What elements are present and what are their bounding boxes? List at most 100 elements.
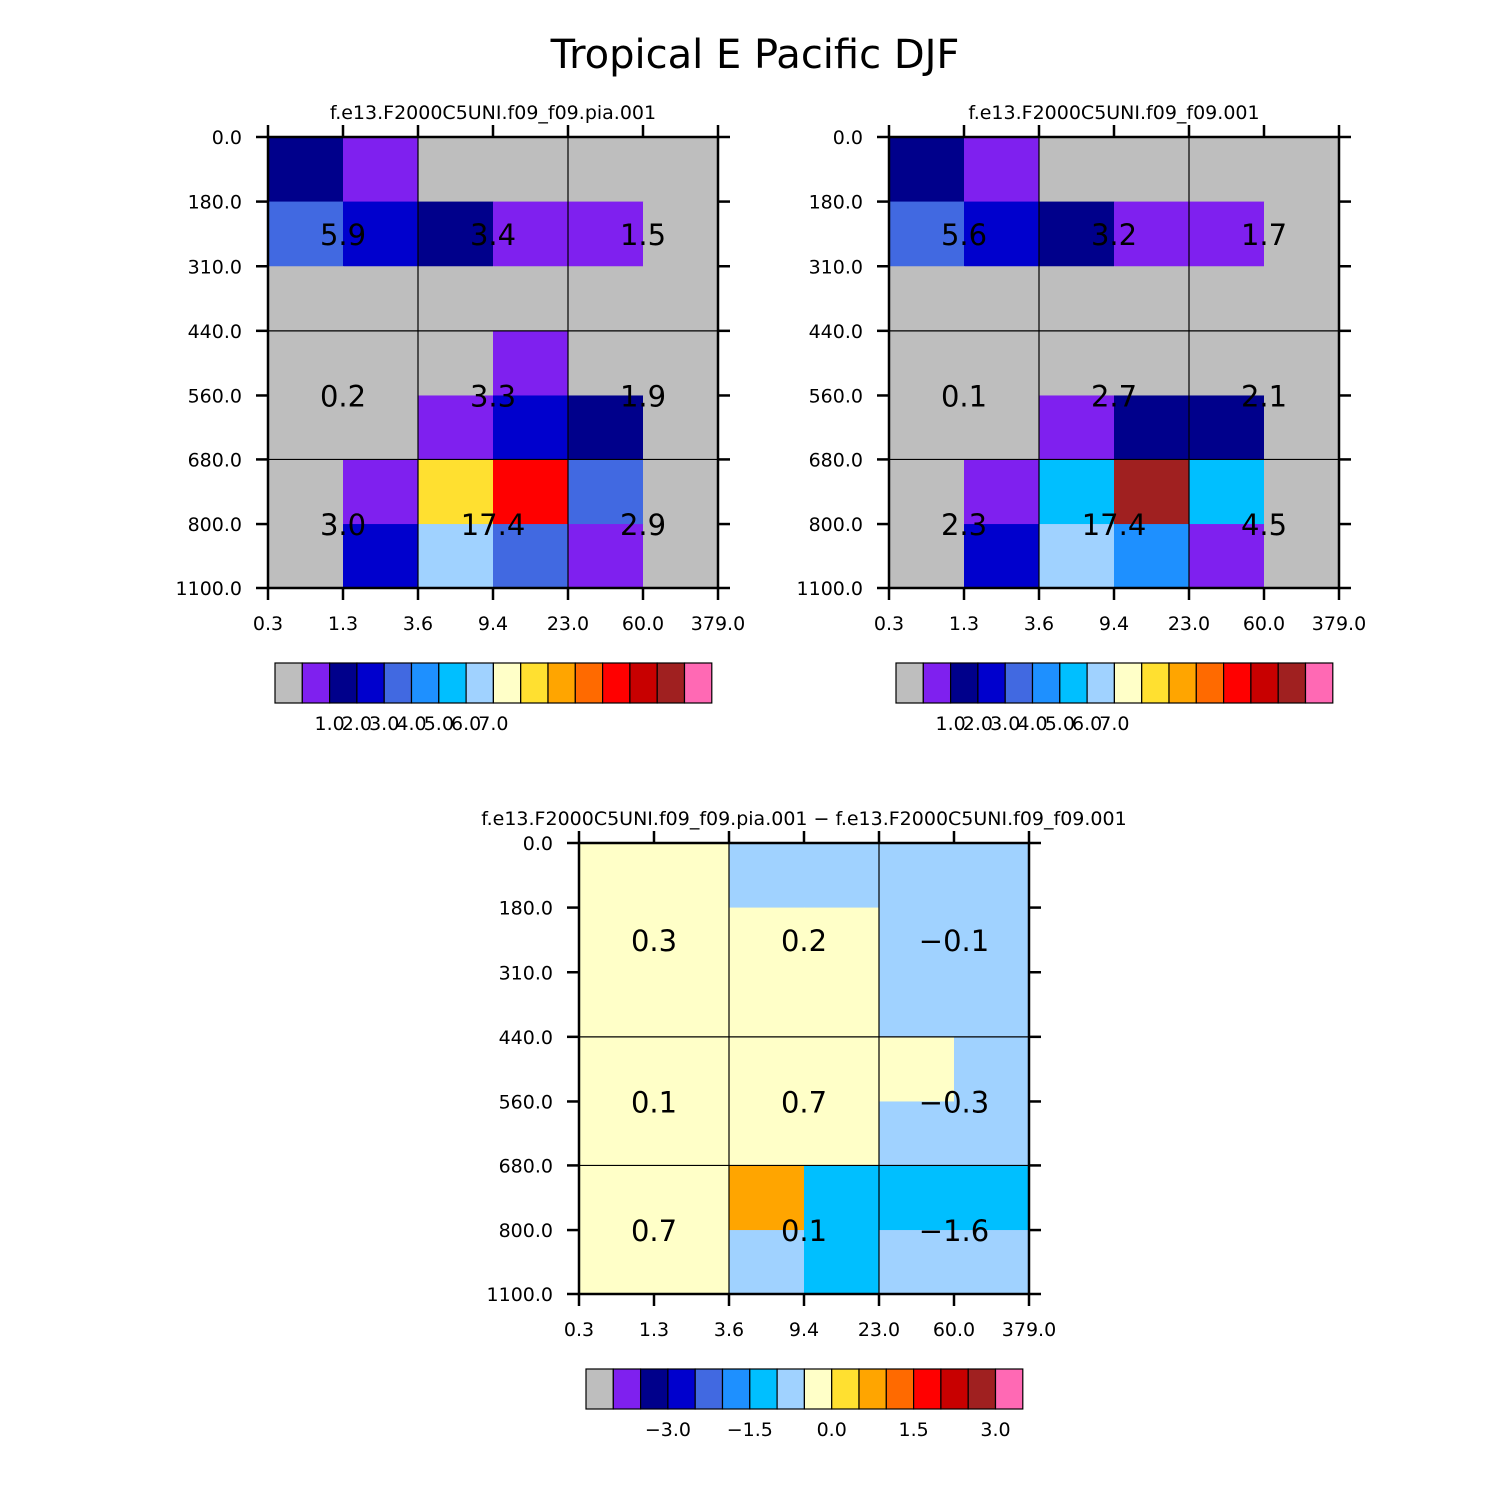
- heatmap-cell: [654, 1036, 730, 1103]
- heatmap-cell: [343, 137, 419, 203]
- heatmap-cell: [964, 524, 1040, 589]
- heatmap-cell: [343, 201, 419, 267]
- colorbar-label: 4.0: [396, 713, 426, 735]
- heatmap-cell: [729, 907, 805, 973]
- x-tick-label: 0.3: [874, 613, 904, 635]
- colorbar-box: [749, 1368, 778, 1410]
- heatmap-cell: [964, 266, 1040, 332]
- cell-value-label: −0.1: [919, 924, 989, 958]
- heatmap-cell: [579, 1036, 655, 1103]
- heatmap-cell: [643, 266, 719, 332]
- colorbar-label: −1.5: [727, 1419, 773, 1441]
- cell-value-label: 0.2: [781, 924, 827, 958]
- colorbar-box: [1086, 662, 1115, 704]
- heatmap-cell: [889, 524, 965, 589]
- heatmap-cell: [1264, 137, 1340, 203]
- heatmap-cell: [643, 137, 719, 203]
- heatmap-cell: [964, 330, 1040, 397]
- heatmap-cell: [643, 201, 719, 267]
- y-tick-label: 310.0: [188, 256, 242, 278]
- colorbar-box: [629, 662, 658, 704]
- colorbar-box: [1059, 662, 1088, 704]
- heatmap-cell: [1264, 459, 1340, 525]
- x-tick-label: 379.0: [691, 613, 745, 635]
- heatmap-cell: [493, 459, 569, 525]
- colorbar-box: [438, 662, 467, 704]
- heatmap-cell: [1189, 459, 1265, 525]
- heatmap-cell: [568, 201, 644, 267]
- heatmap-cell: [879, 1101, 955, 1167]
- colorbar-box: [601, 662, 631, 704]
- x-tick-label: 9.4: [789, 1319, 819, 1341]
- colorbar-box: [940, 1368, 969, 1410]
- heatmap-cell: [654, 907, 730, 973]
- heatmap-cell: [964, 459, 1040, 525]
- heatmap-cell: [343, 330, 419, 397]
- cell-value-label: 3.0: [320, 508, 366, 542]
- panel-title: f.e13.F2000C5UNI.f09_f09.pia.001: [330, 102, 656, 124]
- heatmap-cell: [804, 1101, 880, 1167]
- heatmap-cell: [1039, 137, 1115, 203]
- y-tick-label: 310.0: [499, 962, 553, 984]
- heatmap-cell: [568, 330, 644, 397]
- heatmap-cell: [654, 972, 730, 1038]
- heatmap-cell: [579, 1230, 655, 1295]
- y-tick-label: 1100.0: [797, 578, 863, 600]
- cell-value-label: 0.7: [781, 1085, 827, 1119]
- heatmap-cell: [964, 137, 1040, 203]
- cell-value-label: 1.7: [1241, 218, 1287, 252]
- heatmap-cell: [1114, 201, 1190, 267]
- colorbar-label: −3.0: [645, 1419, 691, 1441]
- colorbar-label: 3.0: [990, 713, 1020, 735]
- y-tick-label: 440.0: [499, 1027, 553, 1049]
- panel-pia-001: f.e13.F2000C5UNI.f09_f09.pia.001 5.9 3.4 1.…: [176, 102, 746, 735]
- heatmap-cell: [954, 972, 1030, 1038]
- heatmap-cell: [493, 395, 569, 461]
- y-tick-label: 310.0: [809, 256, 863, 278]
- colorbar-label: 3.0: [369, 713, 399, 735]
- heatmap-cell: [879, 907, 955, 973]
- colorbar-label: 3.0: [980, 1419, 1010, 1441]
- heatmap-cell: [493, 137, 569, 203]
- cell-value-label: 2.7: [1091, 379, 1137, 413]
- heatmap-cell: [954, 907, 1030, 973]
- heatmap-cell: [568, 524, 644, 589]
- heatmap-cell: [579, 907, 655, 973]
- x-tick-label: 3.6: [403, 613, 433, 635]
- colorbar-box: [1277, 662, 1307, 704]
- heatmap-cell: [879, 843, 955, 909]
- colorbar-box: [1141, 662, 1170, 704]
- x-tick-label: 9.4: [1099, 613, 1129, 635]
- colorbar-box: [301, 662, 331, 704]
- colorbar-box: [410, 662, 440, 704]
- x-tick-label: 23.0: [858, 1319, 900, 1341]
- y-tick-label: 560.0: [499, 1091, 553, 1113]
- colorbar-box: [1195, 662, 1225, 704]
- heatmap-cell: [729, 843, 805, 909]
- heatmap-cell: [1264, 201, 1340, 267]
- heatmap-cell: [1114, 395, 1190, 461]
- y-tick-label: 0.0: [523, 833, 553, 855]
- y-tick-label: 180.0: [188, 192, 242, 214]
- heatmap-cell: [268, 330, 344, 397]
- heatmap-cell: [729, 972, 805, 1038]
- heatmap-cell: [418, 395, 494, 461]
- colorbar-box: [1168, 662, 1197, 704]
- y-tick-label: 0.0: [833, 127, 863, 149]
- x-tick-label: 1.3: [639, 1319, 669, 1341]
- colorbar-label: 2.0: [342, 713, 372, 735]
- heatmap-cell: [268, 266, 344, 332]
- colorbar-box: [967, 1368, 997, 1410]
- colorbar-box: [994, 1368, 1024, 1410]
- heatmap-cell: [343, 459, 419, 525]
- x-tick-label: 0.3: [564, 1319, 594, 1341]
- y-tick-label: 0.0: [212, 127, 242, 149]
- heatmap-cell: [1114, 266, 1190, 332]
- y-tick-label: 180.0: [809, 192, 863, 214]
- x-tick-label: 60.0: [933, 1319, 975, 1341]
- heatmap-cell: [1189, 330, 1265, 397]
- heatmap-cell: [418, 524, 494, 589]
- cell-value-label: 17.4: [461, 508, 526, 542]
- colorbar-label: 1.0: [314, 713, 344, 735]
- y-tick-label: 440.0: [188, 321, 242, 343]
